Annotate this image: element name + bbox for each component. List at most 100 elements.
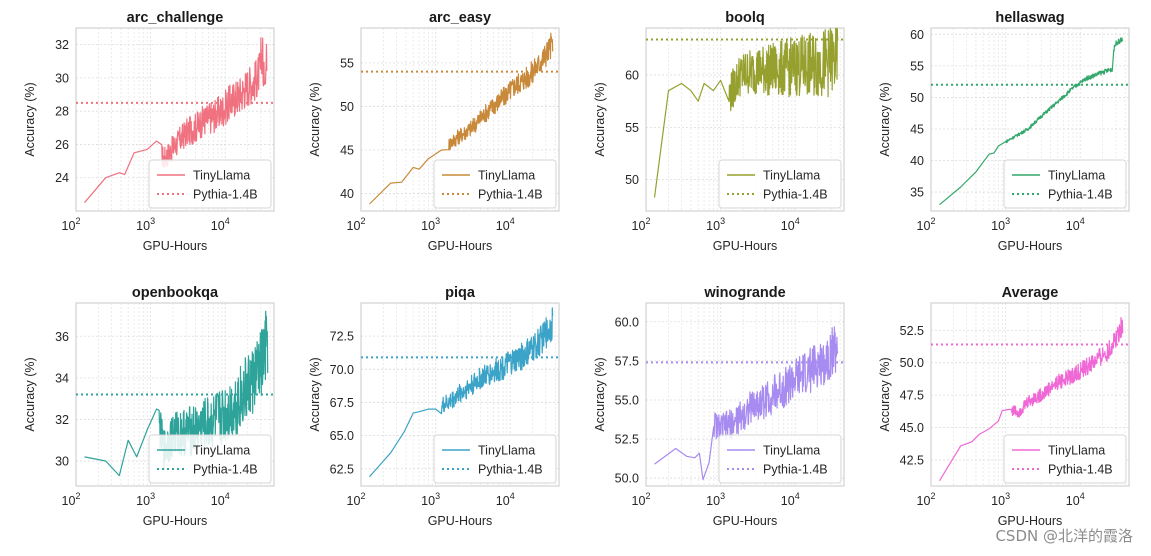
y-axis-label: Accuracy (%) bbox=[593, 357, 607, 431]
y-tick-label: 60.0 bbox=[615, 315, 639, 329]
subplot-hellaswag: 35 40 45 50 55 60 102 103 104 hellaswag GPU-Hours A… bbox=[878, 10, 1130, 253]
subplot-title: piqa bbox=[445, 285, 476, 301]
subplot-title: hellaswag bbox=[995, 10, 1064, 26]
subplot-title: winogrande bbox=[703, 285, 785, 301]
x-tick-label: 104 bbox=[781, 216, 800, 233]
y-axis-label: Accuracy (%) bbox=[23, 82, 37, 156]
x-axis-label: GPU-Hours bbox=[428, 239, 493, 253]
x-tick-label: 102 bbox=[917, 216, 936, 233]
x-axis-label: GPU-Hours bbox=[998, 514, 1063, 528]
y-tick-label: 60 bbox=[910, 28, 924, 42]
legend-label-pythia: Pythia-1.4B bbox=[193, 188, 258, 202]
legend-label-pythia: Pythia-1.4B bbox=[193, 463, 258, 477]
y-axis-label: Accuracy (%) bbox=[308, 357, 322, 431]
y-tick-label: 42.5 bbox=[900, 454, 924, 468]
legend-label-pythia: Pythia-1.4B bbox=[1048, 463, 1113, 477]
y-tick-label: 50 bbox=[910, 91, 924, 105]
legend-label-pythia: Pythia-1.4B bbox=[478, 188, 543, 202]
legend-box bbox=[1003, 159, 1127, 209]
x-tick-label: 102 bbox=[62, 216, 81, 233]
y-tick-label: 32 bbox=[55, 38, 69, 52]
x-tick-label: 102 bbox=[347, 216, 366, 233]
y-tick-label: 52.5 bbox=[900, 324, 924, 338]
legend-box bbox=[148, 434, 272, 484]
legend-label-pythia: Pythia-1.4B bbox=[763, 188, 828, 202]
plot-frame bbox=[930, 27, 1130, 212]
x-axis-label: GPU-Hours bbox=[998, 239, 1063, 253]
legend-box bbox=[433, 434, 557, 484]
legend: TinyLlama Pythia-1.4B bbox=[718, 159, 842, 209]
legend-label-tinyllama: TinyLlama bbox=[763, 444, 820, 458]
y-axis-label: Accuracy (%) bbox=[593, 82, 607, 156]
y-tick-label: 55 bbox=[910, 59, 924, 73]
legend: TinyLlama Pythia-1.4B bbox=[433, 159, 557, 209]
legend-box bbox=[148, 159, 272, 209]
legend-label-pythia: Pythia-1.4B bbox=[1048, 188, 1113, 202]
y-tick-label: 45 bbox=[910, 122, 924, 136]
x-axis-label: GPU-Hours bbox=[428, 514, 493, 528]
subplot-title: arc_easy bbox=[429, 10, 491, 26]
subplot-winogrande: 50.0 52.5 55.0 57.5 60.0 102 103 104 winogrande G… bbox=[593, 285, 845, 528]
subplot-title: arc_challenge bbox=[127, 10, 224, 26]
y-tick-label: 67.5 bbox=[330, 396, 354, 410]
y-tick-label: 28 bbox=[55, 105, 69, 119]
subplot-average: 42.5 45.0 47.5 50.0 52.5 102 103 104 Average GPU-… bbox=[878, 285, 1130, 528]
subplot-arc_challenge: 24 26 28 30 32 102 103 104 arc_challenge GPU-Hour… bbox=[23, 10, 275, 253]
y-tick-label: 70.0 bbox=[330, 363, 354, 377]
x-tick-label: 103 bbox=[706, 216, 725, 233]
y-tick-label: 52.5 bbox=[615, 433, 639, 447]
x-tick-label: 103 bbox=[421, 216, 440, 233]
y-tick-label: 65.0 bbox=[330, 429, 354, 443]
plot-frame bbox=[645, 27, 845, 212]
series-line-tinyllama bbox=[84, 37, 268, 204]
plot-frame bbox=[645, 302, 845, 487]
y-tick-label: 34 bbox=[55, 371, 69, 385]
series-line-tinyllama bbox=[939, 37, 1124, 206]
plot-frame bbox=[360, 27, 560, 212]
x-tick-label: 104 bbox=[1066, 216, 1085, 233]
legend-box bbox=[433, 159, 557, 209]
series-line-tinyllama bbox=[369, 32, 554, 205]
legend-box bbox=[1003, 434, 1127, 484]
y-axis-label: Accuracy (%) bbox=[878, 82, 892, 156]
y-tick-label: 35 bbox=[910, 186, 924, 200]
legend: TinyLlama Pythia-1.4B bbox=[718, 434, 842, 484]
legend-label-tinyllama: TinyLlama bbox=[478, 444, 535, 458]
legend: TinyLlama Pythia-1.4B bbox=[148, 434, 272, 484]
x-axis-label: GPU-Hours bbox=[713, 239, 778, 253]
legend-label-pythia: Pythia-1.4B bbox=[763, 463, 828, 477]
x-tick-label: 102 bbox=[632, 216, 651, 233]
legend: TinyLlama Pythia-1.4B bbox=[148, 159, 272, 209]
x-axis-label: GPU-Hours bbox=[143, 239, 208, 253]
x-tick-label: 102 bbox=[62, 491, 81, 508]
y-tick-label: 50.0 bbox=[615, 472, 639, 486]
x-tick-label: 103 bbox=[421, 491, 440, 508]
legend-label-tinyllama: TinyLlama bbox=[763, 169, 820, 183]
legend: TinyLlama Pythia-1.4B bbox=[1003, 434, 1127, 484]
y-axis-label: Accuracy (%) bbox=[308, 82, 322, 156]
series-line-tinyllama bbox=[938, 317, 1124, 482]
y-tick-label: 72.5 bbox=[330, 330, 354, 344]
legend-label-pythia: Pythia-1.4B bbox=[478, 463, 543, 477]
y-tick-label: 30 bbox=[55, 71, 69, 85]
x-tick-label: 103 bbox=[136, 216, 155, 233]
x-tick-label: 102 bbox=[347, 491, 366, 508]
y-tick-label: 55 bbox=[340, 56, 354, 70]
legend-label-tinyllama: TinyLlama bbox=[478, 169, 535, 183]
plot-frame bbox=[75, 27, 275, 212]
x-tick-label: 104 bbox=[781, 491, 800, 508]
subplot-arc_easy: 40 45 50 55 102 103 104 arc_easy GPU-Hours Accura… bbox=[308, 10, 560, 253]
y-tick-label: 30 bbox=[55, 455, 69, 469]
x-tick-label: 103 bbox=[991, 491, 1010, 508]
x-tick-label: 104 bbox=[496, 491, 515, 508]
x-axis-label: GPU-Hours bbox=[713, 514, 778, 528]
y-tick-label: 45.0 bbox=[900, 421, 924, 435]
y-tick-label: 60 bbox=[625, 69, 639, 83]
y-tick-label: 50.0 bbox=[900, 356, 924, 370]
x-tick-label: 104 bbox=[1066, 491, 1085, 508]
legend: TinyLlama Pythia-1.4B bbox=[433, 434, 557, 484]
subplot-title: openbookqa bbox=[132, 285, 219, 301]
legend: TinyLlama Pythia-1.4B bbox=[1003, 159, 1127, 209]
x-axis-label: GPU-Hours bbox=[143, 514, 208, 528]
